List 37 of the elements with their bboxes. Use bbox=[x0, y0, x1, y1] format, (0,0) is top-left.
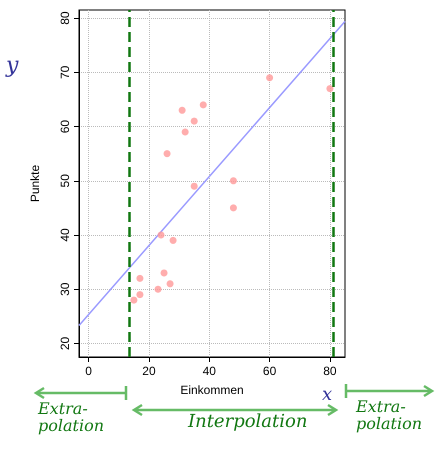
x-tick-label: 60 bbox=[262, 364, 277, 378]
point bbox=[158, 232, 165, 239]
x-tick-label: 0 bbox=[85, 364, 92, 378]
point bbox=[170, 236, 177, 244]
y-tick-label: 50 bbox=[58, 174, 72, 188]
text: y bbox=[6, 53, 18, 78]
y-tick-label: 40 bbox=[58, 228, 72, 242]
text: Extra- polation bbox=[38, 399, 104, 435]
point bbox=[230, 177, 237, 184]
point bbox=[130, 296, 138, 304]
point bbox=[136, 291, 144, 298]
y-tick-label: 70 bbox=[58, 65, 72, 80]
text: x bbox=[322, 384, 332, 405]
point bbox=[166, 280, 174, 288]
y-tick-label: 30 bbox=[58, 282, 72, 296]
x-tick-label: 20 bbox=[142, 364, 156, 378]
y-tick-label: 60 bbox=[58, 120, 72, 134]
point bbox=[182, 128, 189, 136]
point bbox=[190, 118, 198, 125]
point bbox=[136, 274, 144, 282]
point bbox=[164, 150, 171, 158]
x-tick-label: 80 bbox=[323, 364, 337, 378]
text: Extra- polation bbox=[356, 397, 422, 433]
x-axis-title: Einkommen bbox=[180, 383, 244, 397]
text: Interpolation bbox=[188, 411, 308, 432]
x-tick-label: 40 bbox=[202, 364, 216, 378]
point bbox=[200, 101, 207, 108]
y-tick-label: 20 bbox=[58, 336, 72, 350]
point bbox=[178, 106, 186, 114]
point bbox=[326, 85, 334, 92]
point bbox=[154, 286, 162, 293]
point bbox=[190, 182, 198, 190]
point bbox=[160, 269, 168, 276]
point bbox=[266, 74, 274, 82]
y-tick-label: 80 bbox=[58, 11, 72, 25]
point bbox=[230, 204, 237, 212]
y-axis-title: Punkte bbox=[28, 164, 42, 202]
